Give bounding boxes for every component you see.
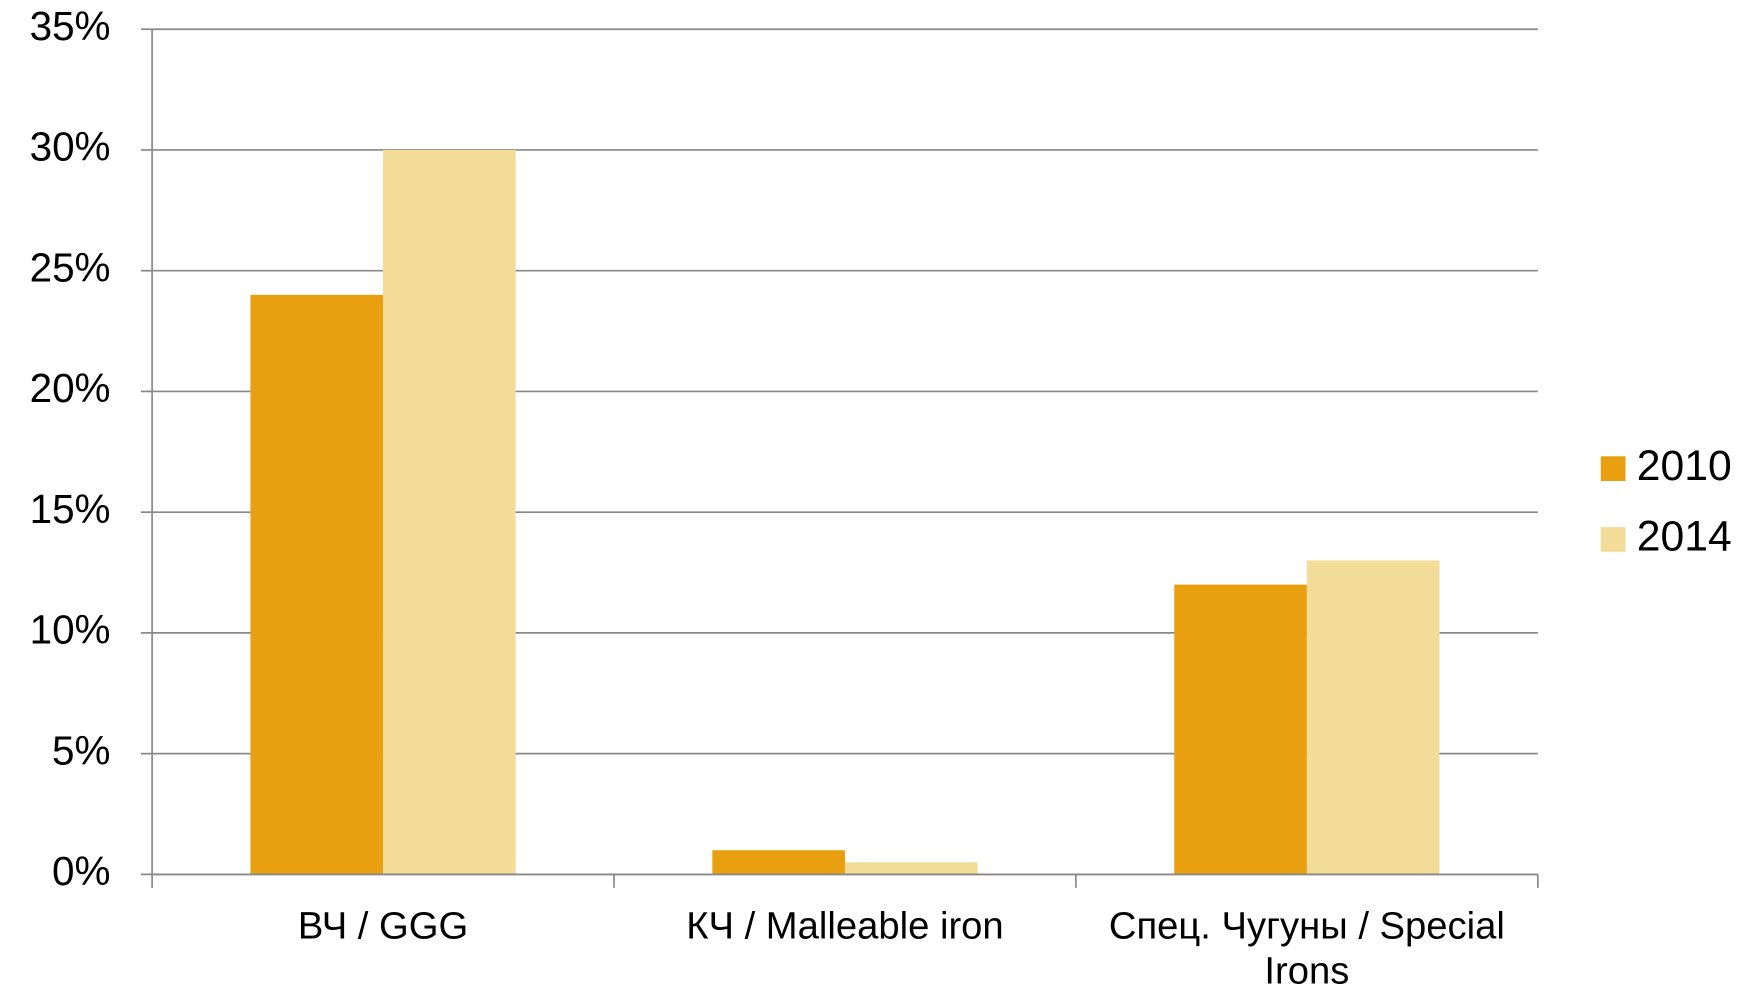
x-tick-label-box: Спец. Чугуны / Special Irons — [1108, 904, 1505, 989]
bar — [250, 294, 384, 875]
legend-label: 2014 — [1637, 513, 1732, 561]
y-tick-label: 30% — [30, 124, 111, 170]
y-tick-label: 25% — [30, 244, 111, 290]
bar — [712, 850, 845, 875]
x-tick-label: ВЧ / GGG — [297, 904, 469, 948]
x-tick-label-box: КЧ / Malleable iron — [686, 904, 1004, 948]
x-tick-label-box: ВЧ / GGG — [297, 904, 469, 948]
y-tick-label: 5% — [52, 727, 110, 773]
y-tick-label: 0% — [52, 848, 110, 894]
legend-label: 2010 — [1637, 442, 1732, 490]
bar — [1306, 560, 1440, 875]
y-tick-label: 20% — [30, 365, 111, 411]
x-tick-label: Спец. Чугуны / Special Irons — [1108, 904, 1505, 989]
y-tick-label: 15% — [30, 486, 111, 532]
y-tick-label: 10% — [30, 607, 111, 653]
y-tick-label: 35% — [30, 3, 111, 49]
bar — [844, 862, 978, 875]
x-tick-label: КЧ / Malleable iron — [686, 904, 1004, 948]
bar — [1174, 584, 1307, 875]
bar — [383, 149, 516, 875]
legend-swatch — [1600, 527, 1626, 552]
legend-swatch — [1600, 456, 1626, 482]
